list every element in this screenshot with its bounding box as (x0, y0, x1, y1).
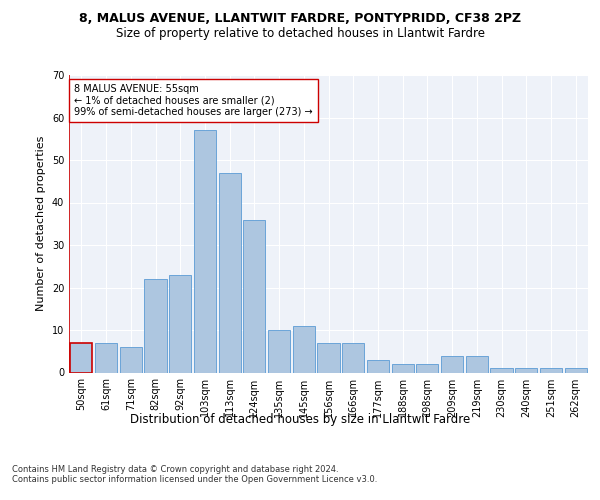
Bar (441, 356, 463, 372)
Text: 8, MALUS AVENUE, LLANTWIT FARDRE, PONTYPRIDD, CF38 2PZ: 8, MALUS AVENUE, LLANTWIT FARDRE, PONTYP… (79, 12, 521, 26)
Bar (317, 343, 340, 372)
Bar (466, 356, 488, 372)
Text: 8 MALUS AVENUE: 55sqm
← 1% of detached houses are smaller (2)
99% of semi-detach: 8 MALUS AVENUE: 55sqm ← 1% of detached h… (74, 84, 313, 117)
Bar (243, 220, 265, 372)
Bar (218, 173, 241, 372)
Bar (293, 326, 315, 372)
Bar (145, 279, 167, 372)
Bar (268, 330, 290, 372)
Bar (416, 364, 439, 372)
Bar (515, 368, 538, 372)
Text: Distribution of detached houses by size in Llantwit Fardre: Distribution of detached houses by size … (130, 412, 470, 426)
Bar (194, 130, 216, 372)
Bar (119, 347, 142, 372)
Bar (342, 343, 364, 372)
Bar (490, 368, 512, 372)
Y-axis label: Number of detached properties: Number of detached properties (36, 136, 46, 312)
Text: Size of property relative to detached houses in Llantwit Fardre: Size of property relative to detached ho… (115, 28, 485, 40)
Bar (95, 343, 117, 372)
Text: Contains HM Land Registry data © Crown copyright and database right 2024.
Contai: Contains HM Land Registry data © Crown c… (12, 465, 377, 484)
Bar (540, 368, 562, 372)
Bar (169, 275, 191, 372)
Bar (70, 343, 92, 372)
Bar (565, 368, 587, 372)
Bar (392, 364, 414, 372)
Bar (367, 360, 389, 372)
